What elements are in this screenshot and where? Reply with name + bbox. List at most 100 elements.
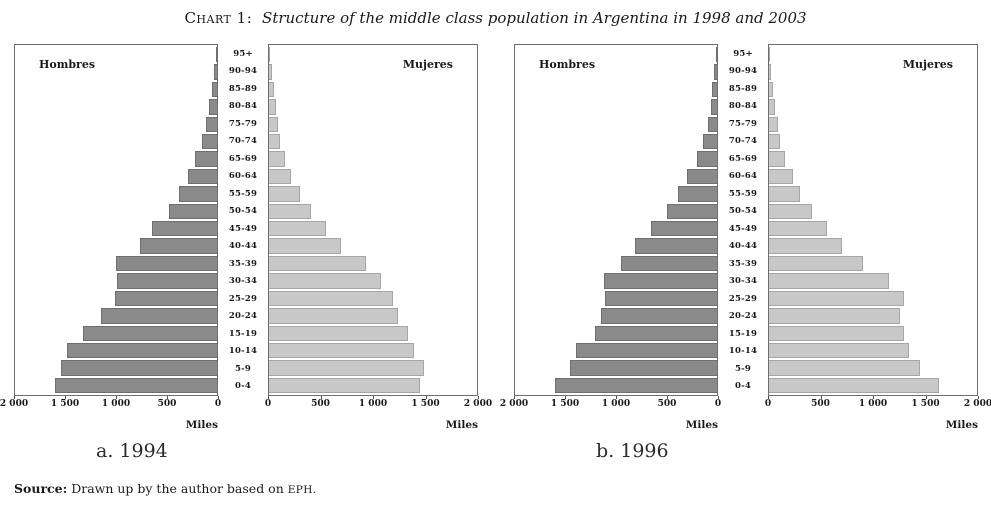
bar-hombres (604, 273, 717, 289)
chart-caption-a: a. 1994 (96, 440, 168, 462)
bar-hombres (116, 255, 217, 272)
age-label: 40-44 (728, 241, 758, 252)
tick-label: 0 (714, 399, 722, 409)
bar-mujeres (269, 377, 421, 394)
age-label: 20-24 (228, 311, 258, 322)
bar-mujeres (769, 64, 772, 80)
x-axis-gap (718, 396, 768, 413)
tick-label: 1 500 (550, 399, 580, 409)
bar-mujeres (269, 168, 292, 185)
mujeres-panel: Mujeres (768, 44, 978, 396)
chart-caption-b: b. 1996 (596, 440, 669, 462)
bar-mujeres (769, 168, 793, 185)
axis-units-left-cell: Miles (514, 413, 718, 431)
bar-hombres (55, 377, 217, 394)
age-label: 0-4 (235, 381, 251, 392)
tick-label: 1 000 (601, 399, 631, 409)
tick-label: 500 (157, 399, 177, 409)
bar-hombres (115, 290, 217, 307)
bar-mujeres (769, 221, 827, 237)
tick-label: 500 (311, 399, 330, 409)
age-label: 85-89 (728, 83, 758, 94)
hombres-panel: Hombres (14, 44, 218, 396)
hombres-series-label: Hombres (539, 58, 596, 71)
miles-label-right: Miles (945, 419, 978, 431)
bar-mujeres (269, 221, 327, 237)
x-axis: 2 000 1 500 1 000 500 0 0 500 1 000 1 500 2 000 (500, 396, 991, 413)
bar-hombres (714, 64, 717, 80)
tick-mark (925, 396, 927, 399)
mujeres-series-label: Mujeres (402, 58, 453, 71)
age-group-labels: 95+ 90-94 85-89 80-84 75-79 70-74 65-69 60-64 55… (718, 44, 768, 396)
source-text: Drawn up by the author based on (67, 481, 288, 496)
pyramid-panels: Hombres 95+ 90-94 85-89 80-84 75-79 70-74 65-6… (514, 44, 978, 396)
age-label: 65-69 (228, 153, 258, 164)
x-axis-gap (218, 396, 268, 413)
tick-mark (565, 396, 566, 399)
bar-mujeres (269, 360, 424, 376)
bar-mujeres (769, 99, 776, 115)
age-label: 55-59 (228, 188, 258, 199)
bar-hombres (151, 221, 217, 237)
bar-mujeres (269, 186, 300, 202)
bar-mujeres (769, 134, 780, 150)
tick-label: 500 (811, 399, 830, 409)
age-label: 50-54 (228, 206, 258, 217)
age-group-labels: 95+ 90-94 85-89 80-84 75-79 70-74 65-69 60-64 55… (218, 44, 268, 396)
age-label: 50-54 (728, 206, 758, 217)
tick-mark (873, 396, 874, 399)
bar-mujeres (769, 116, 778, 133)
bar-mujeres (769, 203, 812, 220)
bar-mujeres (269, 151, 286, 167)
bar-hombres (168, 203, 217, 220)
age-label: 30-34 (728, 276, 758, 287)
bar-hombres (715, 47, 717, 63)
bar-mujeres (769, 81, 774, 98)
age-label: 25-29 (728, 293, 758, 304)
x-axis-left: 2 000 1 500 1 000 500 0 (500, 396, 722, 413)
x-axis: 2 000 1 500 1 000 500 0 0 500 1 000 1 500 2 000 (0, 396, 492, 413)
bar-mujeres (769, 151, 785, 167)
age-label: 90-94 (728, 66, 758, 77)
tick-label: 0 (764, 399, 772, 409)
tick-label: 1 000 (358, 399, 388, 409)
source-note: Source: Drawn up by the author based on … (14, 481, 317, 496)
bar-hombres (667, 203, 717, 220)
age-label: 15-19 (228, 328, 258, 339)
bar-mujeres (269, 64, 272, 80)
tick-mark (616, 396, 617, 399)
tick-label: 2 000 (963, 399, 991, 409)
bar-mujeres (769, 238, 842, 254)
tick-label: 1 500 (411, 399, 440, 409)
bar-hombres (707, 116, 717, 133)
miles-label-right: Miles (445, 419, 478, 431)
tick-mark (116, 396, 117, 399)
age-label: 40-44 (228, 241, 258, 252)
pyramid-chart-1994: Hombres 95+ 90-94 85-89 80-84 75-79 70-74 65-6… (0, 44, 492, 462)
hombres-bars (515, 45, 717, 395)
bar-hombres (600, 308, 717, 324)
bar-mujeres (769, 377, 939, 394)
tick-label: 1 000 (101, 399, 131, 409)
bar-mujeres (269, 325, 409, 341)
tick-label: 2 000 (463, 399, 493, 409)
axis-units-row: Miles Miles (14, 413, 478, 431)
age-label: 0-4 (735, 381, 751, 392)
bar-hombres (687, 168, 717, 185)
age-label: 60-64 (728, 171, 758, 182)
bar-mujeres (269, 273, 381, 289)
age-label: 20-24 (728, 311, 758, 322)
tick-mark (718, 396, 719, 399)
bar-hombres (66, 342, 217, 359)
bar-hombres (710, 99, 717, 115)
bar-hombres (703, 134, 717, 150)
tick-mark (167, 396, 168, 399)
age-label: 15-19 (728, 328, 758, 339)
age-label: 80-84 (728, 101, 758, 112)
bar-mujeres (769, 290, 904, 307)
age-label: 95+ (233, 48, 253, 59)
miles-label-left: Miles (185, 419, 218, 431)
bar-mujeres (769, 186, 801, 202)
tick-label: 1 500 (50, 399, 80, 409)
bar-hombres (678, 186, 717, 202)
